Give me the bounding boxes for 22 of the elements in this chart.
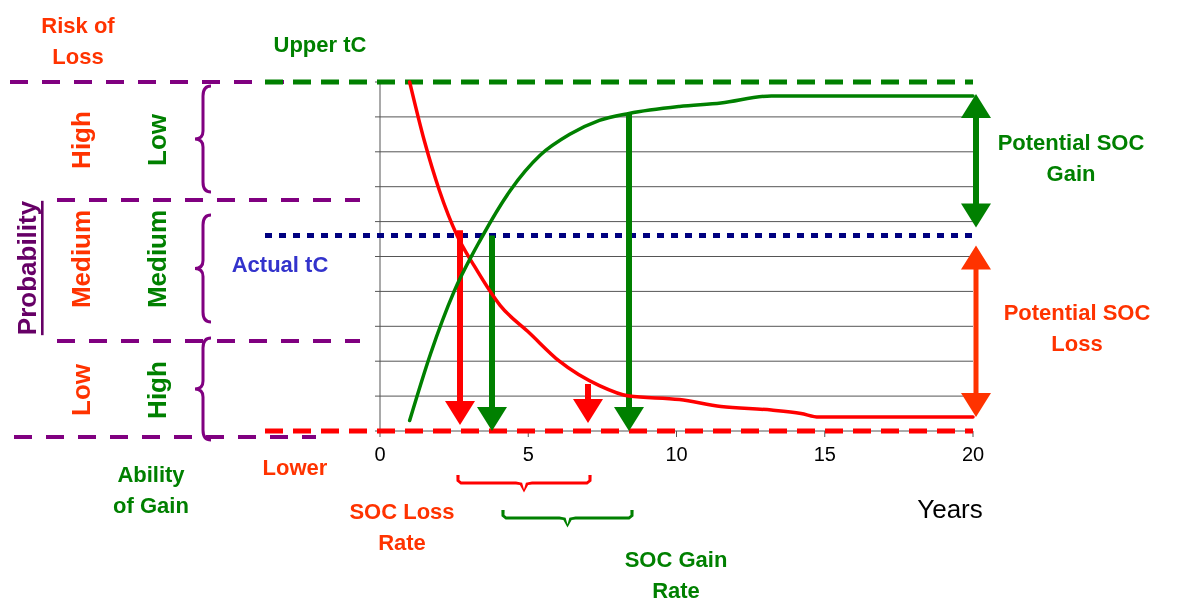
x-tick-label: 20 [961, 443, 985, 465]
text: SOC Loss Rate [349, 499, 455, 555]
text: Low [142, 113, 172, 166]
text: Potential SOC Loss [1003, 300, 1151, 356]
text: Medium [66, 209, 96, 309]
ref-line-label: Actual tC [231, 252, 329, 277]
x-tick-label: 15 [813, 443, 836, 465]
x-axis-title: Years [917, 494, 983, 524]
text: Low [66, 363, 96, 416]
text: Medium [142, 209, 172, 309]
text: Potential SOC Gain [997, 130, 1145, 186]
ref-line-label: Lower [262, 455, 328, 480]
ref-line-label: Upper tC [273, 32, 367, 57]
text: Probability [12, 200, 42, 336]
text: Risk of Loss [41, 13, 116, 69]
text: Ability of Gain [113, 462, 189, 518]
text: SOC Gain Rate [624, 547, 728, 600]
x-tick-label: 5 [522, 443, 534, 465]
x-tick-label: 0 [374, 443, 386, 465]
text: High [66, 111, 96, 169]
text: High [142, 361, 172, 419]
x-tick-label: 10 [665, 443, 688, 465]
